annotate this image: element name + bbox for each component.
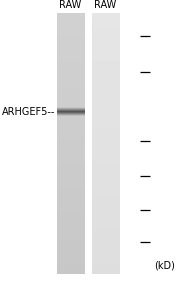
Text: 19: 19: [186, 236, 188, 247]
Text: 26: 26: [186, 205, 188, 215]
Text: ARHGEF5--: ARHGEF5--: [2, 106, 55, 117]
Text: RAW: RAW: [94, 0, 116, 10]
Text: 117: 117: [186, 31, 188, 41]
Text: 48: 48: [186, 136, 188, 146]
Text: 85: 85: [186, 67, 188, 77]
Text: (kD): (kD): [154, 260, 175, 271]
Text: 34: 34: [186, 170, 188, 181]
Text: RAW: RAW: [59, 0, 82, 10]
